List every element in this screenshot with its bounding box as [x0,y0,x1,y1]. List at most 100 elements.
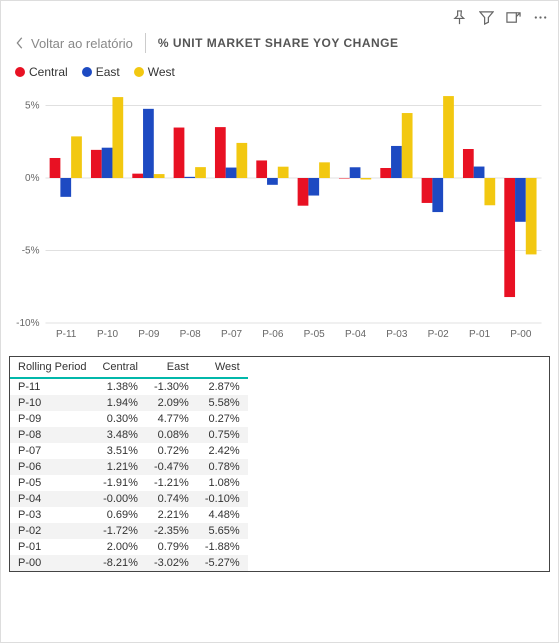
value-cell: -5.27% [197,555,248,571]
value-cell: 0.79% [146,539,197,555]
svg-text:P-01: P-01 [469,329,491,340]
table-row[interactable]: P-111.38%-1.30%2.87% [10,378,248,395]
table-row[interactable]: P-061.21%-0.47%0.78% [10,459,248,475]
focus-mode-icon[interactable] [506,10,521,25]
period-cell: P-01 [10,539,94,555]
table-row[interactable]: P-083.48%0.08%0.75% [10,427,248,443]
table-row[interactable]: P-101.94%2.09%5.58% [10,395,248,411]
period-cell: P-10 [10,395,94,411]
value-cell: 2.87% [197,378,248,395]
table-row[interactable]: P-05-1.91%-1.21%1.08% [10,475,248,491]
svg-text:P-05: P-05 [304,329,326,340]
period-cell: P-00 [10,555,94,571]
svg-text:P-06: P-06 [262,329,284,340]
value-cell: 2.00% [94,539,145,555]
legend-item-central[interactable]: Central [15,65,68,79]
table-row[interactable]: P-012.00%0.79%-1.88% [10,539,248,555]
period-cell: P-08 [10,427,94,443]
table-col-header[interactable]: East [146,357,197,378]
page-title: % UNIT MARKET SHARE YOY CHANGE [158,36,399,50]
period-cell: P-11 [10,378,94,395]
value-cell: -1.72% [94,523,145,539]
divider [145,33,146,53]
period-cell: P-02 [10,523,94,539]
chart-legend: Central East West [1,61,558,85]
svg-text:P-07: P-07 [221,329,243,340]
value-cell: -0.47% [146,459,197,475]
value-cell: -2.35% [146,523,197,539]
svg-text:P-00: P-00 [510,329,532,340]
table-col-header[interactable]: Central [94,357,145,378]
value-cell: 1.38% [94,378,145,395]
period-cell: P-09 [10,411,94,427]
value-cell: 0.72% [146,443,197,459]
svg-text:P-03: P-03 [386,329,408,340]
value-cell: -1.30% [146,378,197,395]
value-cell: 0.75% [197,427,248,443]
table-body: P-111.38%-1.30%2.87%P-101.94%2.09%5.58%P… [10,378,248,571]
value-cell: 0.74% [146,491,197,507]
svg-text:P-04: P-04 [345,329,367,340]
value-cell: 4.48% [197,507,248,523]
svg-text:0%: 0% [25,173,40,184]
value-cell: 0.30% [94,411,145,427]
data-table: Rolling PeriodCentralEastWest P-111.38%-… [10,357,248,571]
swatch-west [134,67,144,77]
value-cell: 3.51% [94,443,145,459]
svg-text:-10%: -10% [16,318,39,329]
value-cell: 0.69% [94,507,145,523]
filter-icon[interactable] [479,10,494,25]
legend-label: West [148,65,175,79]
table-row[interactable]: P-030.69%2.21%4.48% [10,507,248,523]
value-cell: 0.08% [146,427,197,443]
legend-item-west[interactable]: West [134,65,175,79]
period-cell: P-03 [10,507,94,523]
value-cell: -8.21% [94,555,145,571]
swatch-central [15,67,25,77]
table-col-header[interactable]: Rolling Period [10,357,94,378]
header: Voltar ao relatório % UNIT MARKET SHARE … [1,29,558,61]
value-cell: -0.00% [94,491,145,507]
value-cell: 0.78% [197,459,248,475]
chart-container: -10%-5%0%5%P-11P-10P-09P-08P-07P-06P-05P… [1,85,558,350]
table-row[interactable]: P-073.51%0.72%2.42% [10,443,248,459]
period-cell: P-07 [10,443,94,459]
value-cell: 1.21% [94,459,145,475]
period-cell: P-04 [10,491,94,507]
value-cell: 1.08% [197,475,248,491]
value-cell: 4.77% [146,411,197,427]
table-row[interactable]: P-02-1.72%-2.35%5.65% [10,523,248,539]
table-row[interactable]: P-00-8.21%-3.02%-5.27% [10,555,248,571]
value-cell: 5.65% [197,523,248,539]
bar-chart: -10%-5%0%5%P-11P-10P-09P-08P-07P-06P-05P… [7,85,548,345]
svg-text:P-08: P-08 [180,329,202,340]
value-cell: 2.42% [197,443,248,459]
value-cell: 5.58% [197,395,248,411]
svg-text:-5%: -5% [22,246,40,257]
value-cell: 0.27% [197,411,248,427]
chevron-left-icon [15,36,25,50]
value-cell: 1.94% [94,395,145,411]
legend-label: East [96,65,120,79]
toolbar [1,1,558,29]
legend-item-east[interactable]: East [82,65,120,79]
svg-text:P-02: P-02 [428,329,450,340]
value-cell: 2.21% [146,507,197,523]
back-to-report-button[interactable]: Voltar ao relatório [15,36,133,51]
data-table-container: Rolling PeriodCentralEastWest P-111.38%-… [9,356,550,572]
pin-icon[interactable] [452,10,467,25]
value-cell: -0.10% [197,491,248,507]
value-cell: 3.48% [94,427,145,443]
svg-text:P-11: P-11 [56,329,77,340]
table-header-row: Rolling PeriodCentralEastWest [10,357,248,378]
table-row[interactable]: P-090.30%4.77%0.27% [10,411,248,427]
value-cell: 2.09% [146,395,197,411]
value-cell: -3.02% [146,555,197,571]
value-cell: -1.91% [94,475,145,491]
table-col-header[interactable]: West [197,357,248,378]
legend-label: Central [29,65,68,79]
swatch-east [82,67,92,77]
more-options-icon[interactable] [533,10,548,25]
back-label: Voltar ao relatório [31,36,133,51]
table-row[interactable]: P-04-0.00%0.74%-0.10% [10,491,248,507]
